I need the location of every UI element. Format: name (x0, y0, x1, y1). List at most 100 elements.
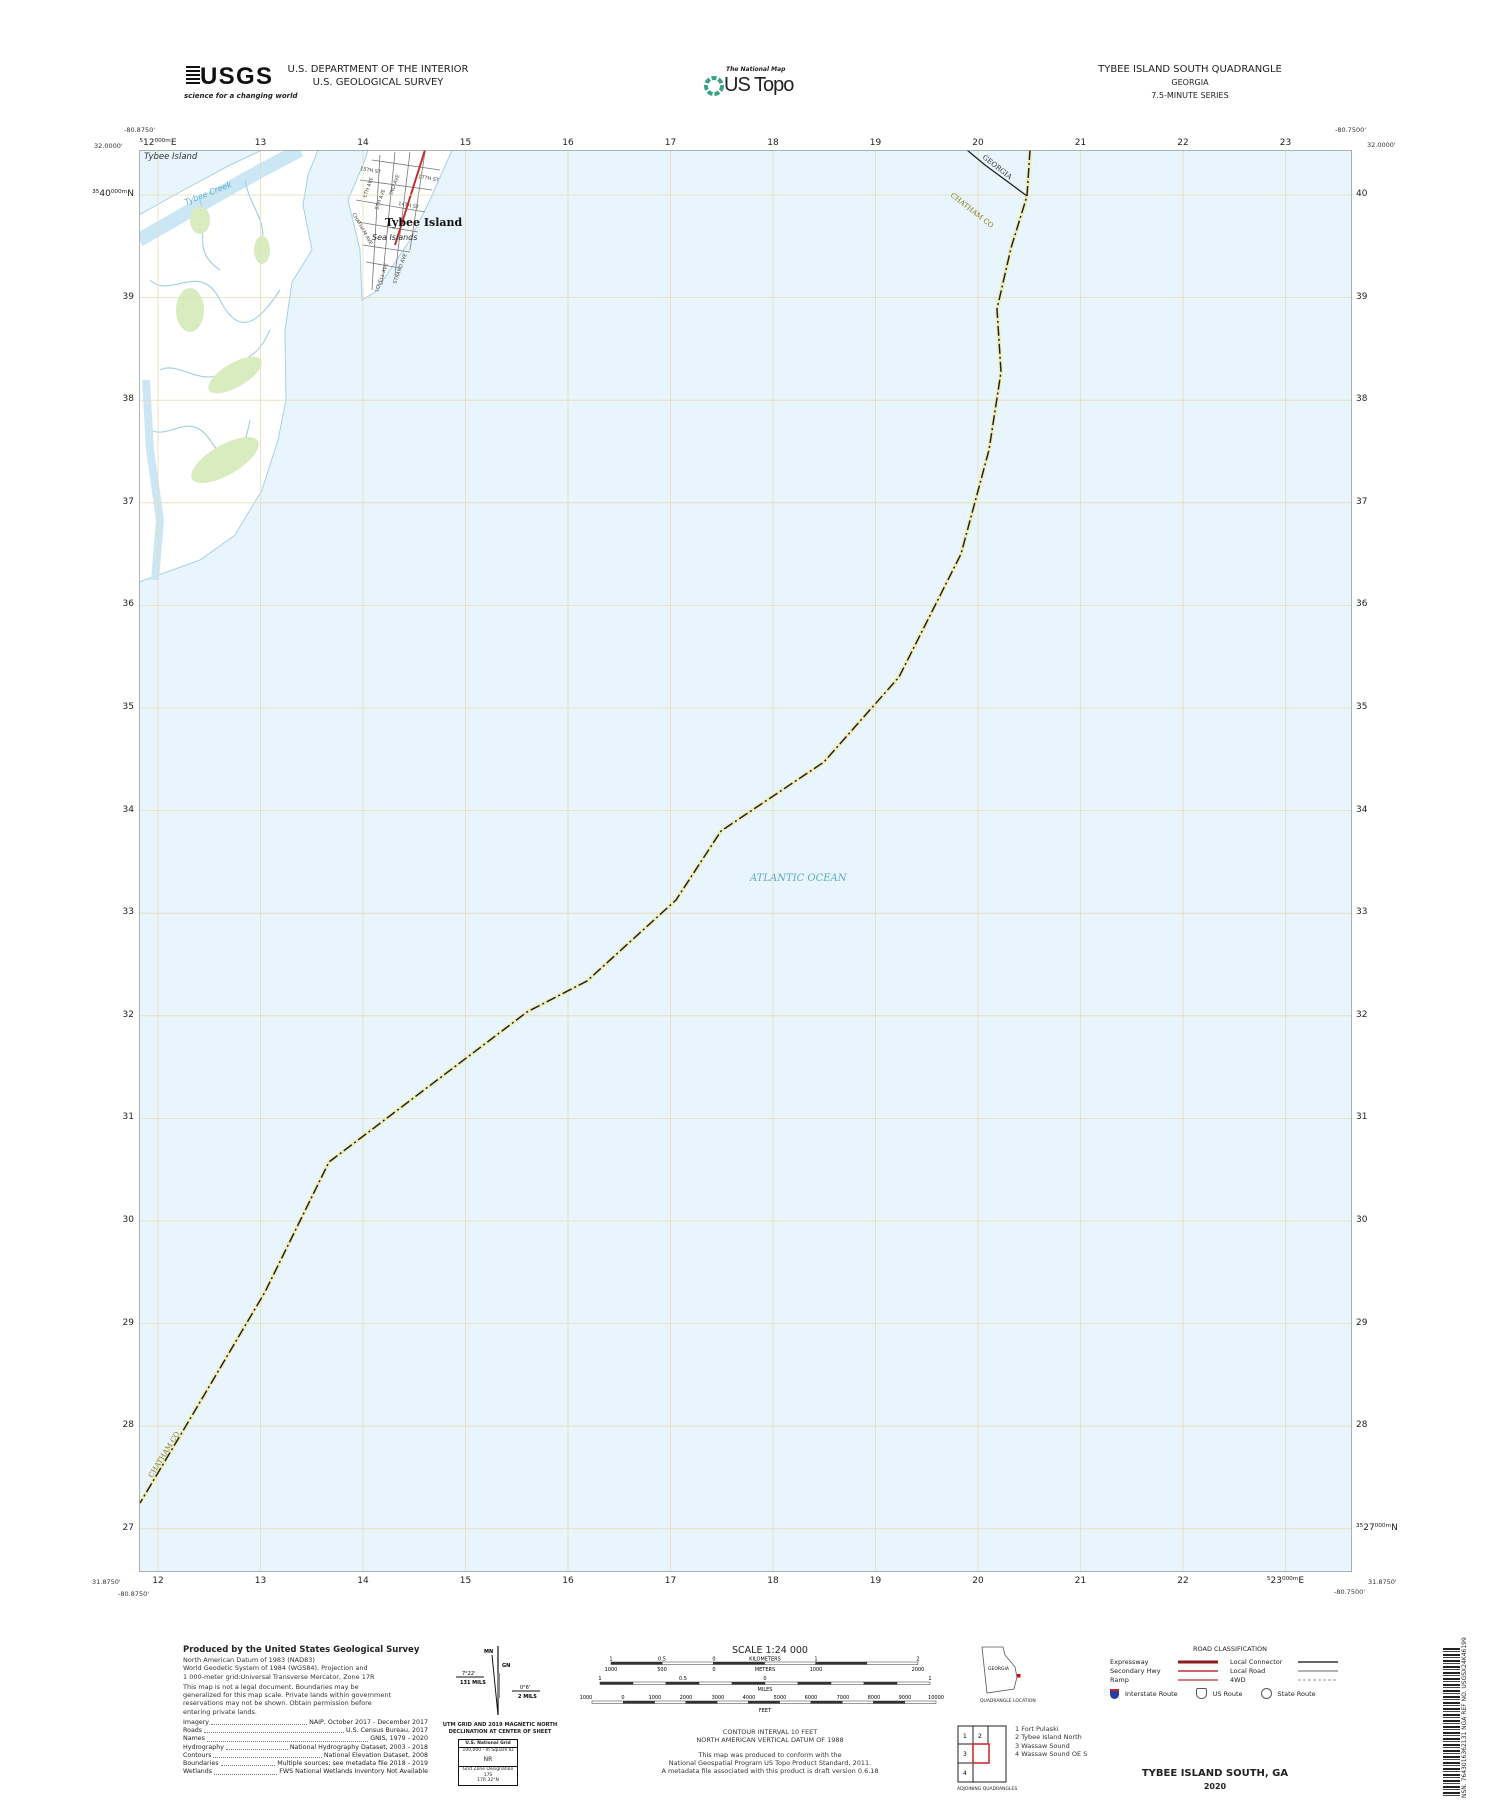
scale-segment (591, 1700, 624, 1704)
credit-value: Multiple sources; see metadata file 2018… (277, 1760, 428, 1768)
production-notes: Produced by the United States Geological… (183, 1645, 428, 1777)
datum-line: North American Datum of 1983 (NAD83) (183, 1656, 315, 1664)
corner-tr-lon: -80.7500' (1335, 126, 1367, 134)
adjoining-name: 2 Tybee Island North (1015, 1733, 1082, 1742)
credit-value: U.S. Census Bureau, 2017 (346, 1727, 428, 1735)
mi-tick: 0 (763, 1676, 766, 1682)
legal-line: This map is not a legal document. Bounda… (183, 1682, 359, 1691)
credit-label: Contours (183, 1751, 212, 1759)
credit-label: Imagery (183, 1719, 210, 1727)
scale-segment (623, 1700, 655, 1704)
adjoining-name: 1 Fort Pulaski (1015, 1725, 1059, 1733)
location-state-label: GEORGIA (988, 1666, 1010, 1672)
street-label-14th-st: 14TH ST (398, 201, 421, 211)
quadrangle-location: GEORGIA QUADRANGLE LOCATION (975, 1645, 1075, 1707)
quad-title-block: TYBEE ISLAND SOUTH QUADRANGLE GEORGIA 7.… (1080, 63, 1300, 102)
scale-segment (779, 1700, 812, 1704)
datum-lines: North American Datum of 1983 (NAD83) Worl… (183, 1656, 428, 1681)
ng-title: U.S. National Grid (459, 1741, 517, 1748)
road-type-label: Ramp (1110, 1675, 1129, 1684)
adjoining-names: 1 Fort Pulaski 2 Tybee Island North 3 Wass… (1015, 1725, 1087, 1758)
north-arrow-icon: MN GN 7°22' 131 MILS 0°6' 2 MILS (456, 1646, 540, 1716)
credit-label: Wetlands (183, 1768, 213, 1776)
mi-label: MILES (758, 1687, 773, 1693)
km-label: KILOMETERS (749, 1657, 781, 1663)
legal-line: entering private lands. (183, 1707, 257, 1716)
road-symbol-icon (1298, 1679, 1338, 1680)
declination-caption-1: UTM GRID AND 2019 MAGNETIC NORTH (442, 1722, 558, 1728)
utm-grid (139, 150, 1352, 1572)
river-channel (142, 379, 165, 581)
bottom-easting-label: 21 (1074, 1576, 1087, 1586)
credit-row: Hydrography National Hydrography Dataset,… (183, 1744, 428, 1752)
contour-line: NORTH AMERICAN VERTICAL DATUM OF 1988 (696, 1736, 844, 1745)
contour-line: CONTOUR INTERVAL 10 FEET (722, 1728, 818, 1736)
m-tick: 0 (712, 1667, 715, 1673)
state-boundary (966, 150, 1028, 197)
ft-tick: 4000 (743, 1695, 756, 1701)
bottom-easting-label: 16 (562, 1576, 574, 1586)
right-northing-label: 40 (1356, 189, 1368, 199)
route-shields: Interstate Route US Route State Route (1110, 1688, 1350, 1699)
left-northing-label: ³⁵40⁰⁰⁰ᵐN (92, 189, 134, 199)
ft-tick: 1000 (649, 1695, 662, 1701)
top-easting-label: 21 (1074, 138, 1087, 148)
road-symbol-icon (1178, 1660, 1218, 1663)
top-easting-label: 14 (357, 138, 369, 148)
state-route-shield-icon (1260, 1688, 1272, 1699)
credit-row: Names GNIS, 1979 - 2020 (183, 1735, 428, 1743)
corner-br-lat: 31.8750' (1368, 1578, 1397, 1586)
km-tick: 1 (609, 1657, 612, 1663)
interstate-shield-icon (1110, 1688, 1119, 1699)
scale-segment (830, 1681, 865, 1685)
vegetation (176, 206, 270, 484)
m-label: METERS (755, 1667, 775, 1673)
series-label: 7.5-MINUTE SERIES (1151, 91, 1229, 100)
top-easting-label: 20 (972, 138, 984, 148)
us-topo-logo: The National Map US Topo (704, 66, 804, 100)
bottom-easting-label: 13 (254, 1576, 267, 1586)
scale-segment (716, 1700, 749, 1704)
declination-diagram: MN GN 7°22' 131 MILS 0°6' 2 MILS UTM GRI… (443, 1643, 568, 1813)
topographic-map[interactable]: 17TH ST 15TH ST 14TH ST 6TH AVE 5TH AVE … (139, 150, 1352, 1572)
scale-segment (661, 1661, 714, 1665)
scale-segment (748, 1700, 780, 1704)
state-route-label: State Route (1277, 1689, 1316, 1698)
street-label-15th-st: 15TH ST (360, 166, 383, 176)
credit-label: Boundaries (183, 1760, 219, 1768)
road-type-label: Secondary Hwy (1110, 1666, 1161, 1675)
left-northing-label: 37 (122, 496, 134, 507)
credit-value: National Elevation Dataset, 2008 (323, 1751, 428, 1759)
top-easting-label: 15 (459, 138, 472, 148)
road-symbol-icon (1298, 1660, 1338, 1663)
bottom-easting-label: 15 (459, 1576, 472, 1586)
scale-segment (797, 1681, 832, 1685)
legal-line: reservations may not be shown. Obtain pe… (183, 1699, 372, 1708)
adjoining-name: 4 Wassaw Sound OE S (1015, 1749, 1088, 1758)
right-northing-label: 28 (1356, 1420, 1368, 1431)
scale-segment (841, 1700, 874, 1704)
scale-segment (873, 1700, 905, 1704)
bottom-easting-label: 12 (152, 1576, 164, 1586)
bottom-easting-label: ⁵23⁰⁰⁰ᵐE (1266, 1576, 1305, 1586)
ft-tick: 7000 (837, 1695, 850, 1701)
standard-line: This map was produced to conform with th… (698, 1750, 842, 1759)
mn-label: MN (484, 1649, 493, 1655)
credit-row: Boundaries Multiple sources; see metadata… (183, 1760, 428, 1768)
label-tybee-island-town: Tybee Island (385, 216, 463, 229)
scale-segment (866, 1661, 919, 1665)
ng-gzd-label: Grid Zone Designation (459, 1766, 517, 1773)
us-route-shield-icon (1195, 1688, 1207, 1699)
barcode: NSN. 7643016362131 NGA REF NO. USGSX24K4… (1443, 1637, 1483, 1798)
left-northing-label: 29 (122, 1317, 134, 1328)
bottom-easting-label: 14 (357, 1576, 369, 1586)
km-tick: 0 (712, 1657, 715, 1663)
scale-segment (685, 1700, 718, 1704)
top-easting-label: 23 (1279, 138, 1292, 148)
ft-tick: 3000 (712, 1695, 725, 1701)
right-northing-label: 38 (1356, 394, 1368, 405)
road-legend-item: 4WD (1230, 1675, 1338, 1684)
left-mils: 131 MILS (460, 1680, 486, 1686)
agency-line-2: U.S. GEOLOGICAL SURVEY (312, 77, 444, 88)
adjoining-cell: 2 (978, 1733, 982, 1740)
